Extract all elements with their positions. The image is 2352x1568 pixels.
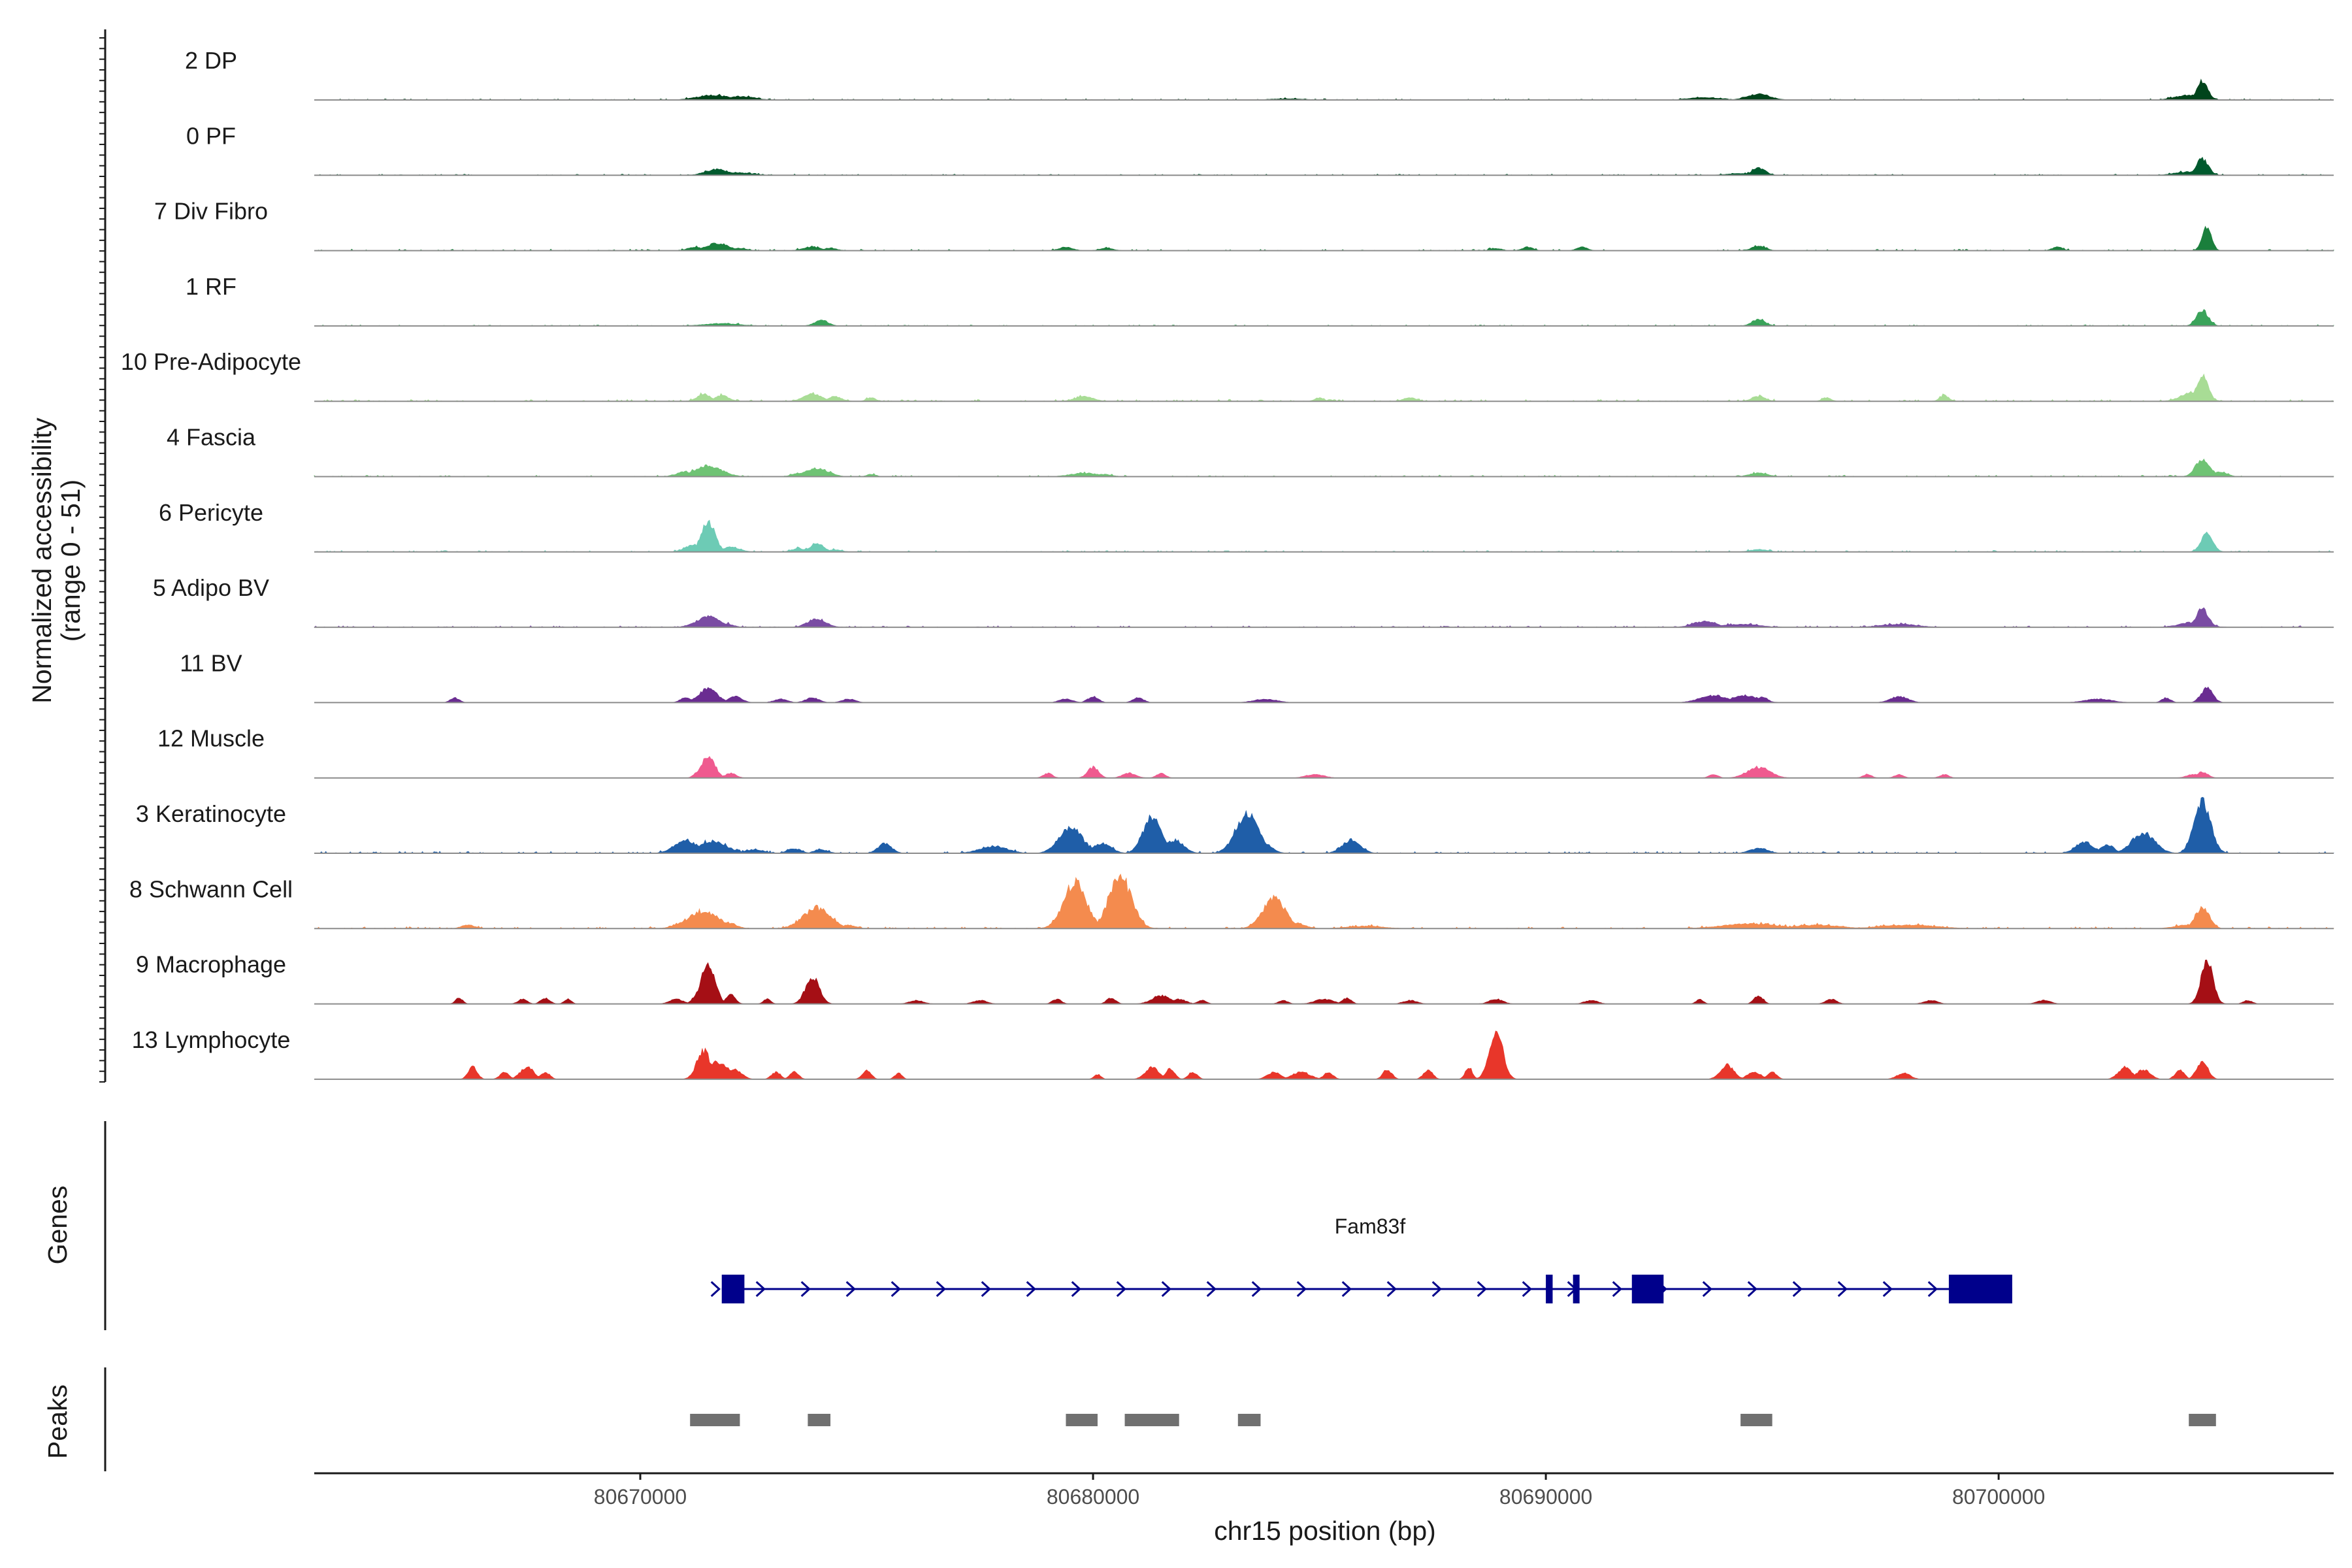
track-label: 9 Macrophage xyxy=(136,951,286,978)
track-2: 0 PF xyxy=(186,122,2334,176)
coverage-area xyxy=(314,874,2334,929)
x-tick-label: 80700000 xyxy=(1952,1485,2045,1509)
strand-arrow xyxy=(1927,1281,1938,1298)
strand-arrow xyxy=(1747,1281,1757,1298)
gene-exon xyxy=(1573,1275,1580,1303)
coverage-area xyxy=(314,1030,2334,1080)
x-tick-label: 80690000 xyxy=(1499,1485,1592,1509)
x-tick-label: 80680000 xyxy=(1047,1485,1139,1509)
peak-region xyxy=(1124,1414,1179,1426)
track-14: 13 Lymphocyte xyxy=(132,1026,2334,1080)
strand-arrow xyxy=(1837,1281,1848,1298)
coverage-area xyxy=(314,796,2334,854)
track-10: 12 Muscle xyxy=(157,725,2334,779)
gene-exon xyxy=(1948,1275,2012,1303)
strand-arrow xyxy=(755,1281,766,1298)
track-7: 6 Pericyte xyxy=(159,499,2334,553)
coverage-area xyxy=(314,78,2334,101)
track-label: 13 Lymphocyte xyxy=(132,1026,291,1053)
track-4: 1 RF xyxy=(186,273,2334,327)
y-axis xyxy=(99,29,106,1083)
coverage-area xyxy=(314,959,2334,1004)
strand-arrow xyxy=(936,1281,946,1298)
strand-arrow xyxy=(1026,1281,1036,1298)
track-label: 1 RF xyxy=(186,273,237,300)
peak-region xyxy=(2189,1414,2216,1426)
coverage-area xyxy=(314,225,2334,252)
strand-arrow xyxy=(1296,1281,1307,1298)
track-label: 10 Pre-Adipocyte xyxy=(121,348,301,375)
strand-arrow xyxy=(1386,1281,1397,1298)
track-label: 12 Muscle xyxy=(157,725,265,752)
track-8: 5 Adipo BV xyxy=(153,574,2334,629)
track-11: 3 Keratinocyte xyxy=(136,796,2334,854)
strand-arrow xyxy=(1612,1281,1622,1298)
track-13: 9 Macrophage xyxy=(136,951,2334,1005)
gene-exon xyxy=(1631,1275,1664,1303)
strand-arrow xyxy=(800,1281,811,1298)
track-3: 7 Div Fibro xyxy=(154,198,2334,252)
x-axis-title: chr15 position (bp) xyxy=(1214,1516,1436,1546)
strand-arrow xyxy=(1341,1281,1352,1298)
gene-name-label: Fam83f xyxy=(1335,1215,1406,1238)
peak-region xyxy=(1740,1414,1772,1426)
genes-panel-title: Genes xyxy=(42,1186,73,1265)
peak-region xyxy=(690,1414,740,1426)
track-label: 0 PF xyxy=(186,122,236,149)
coverage-area xyxy=(314,519,2334,553)
gene-exon xyxy=(1546,1275,1553,1303)
strand-arrow xyxy=(1206,1281,1217,1298)
track-1: 2 DP xyxy=(185,47,2334,101)
track-label: 7 Div Fibro xyxy=(154,198,268,225)
x-axis: 80670000 80680000 80690000 80700000 xyxy=(314,1472,2334,1509)
strand-arrow xyxy=(981,1281,991,1298)
coverage-tracks: 2 DP 0 PF 7 Div Fibro 1 RF 10 Pre-Adipocyte 4… xyxy=(121,47,2334,1080)
strand-arrow xyxy=(1431,1281,1442,1298)
strand-arrow xyxy=(890,1281,901,1298)
peak-region xyxy=(808,1414,831,1426)
strand-arrow xyxy=(710,1281,721,1298)
gene-exon xyxy=(721,1275,745,1303)
strand-arrow xyxy=(1477,1281,1487,1298)
track-9: 11 BV xyxy=(180,649,2334,704)
y-axis-title-line1: Normalized accessibility xyxy=(27,417,57,704)
coverage-area xyxy=(314,756,2334,778)
strand-arrow xyxy=(1882,1281,1893,1298)
track-5: 10 Pre-Adipocyte xyxy=(121,348,2334,402)
peak-region xyxy=(1066,1414,1098,1426)
track-label: 11 BV xyxy=(180,649,242,676)
coverage-area xyxy=(314,373,2334,402)
genes-panel xyxy=(104,1121,2012,1330)
peak-region xyxy=(1237,1414,1261,1426)
strand-arrow xyxy=(1116,1281,1126,1298)
track-label: 8 Schwann Cell xyxy=(129,875,293,902)
strand-arrow xyxy=(1792,1281,1803,1298)
track-label: 2 DP xyxy=(185,47,237,74)
track-label: 5 Adipo BV xyxy=(153,574,269,601)
track-label: 4 Fascia xyxy=(167,424,256,451)
coverage-area xyxy=(314,458,2334,477)
strand-arrow xyxy=(1251,1281,1262,1298)
strand-arrow xyxy=(1071,1281,1081,1298)
track-6: 4 Fascia xyxy=(167,424,2334,478)
coverage-area xyxy=(314,687,2334,703)
coverage-area xyxy=(314,309,2334,327)
y-axis-title-line2: (range 0 - 51) xyxy=(56,480,86,642)
strand-arrow xyxy=(845,1281,856,1298)
track-12: 8 Schwann Cell xyxy=(129,874,2334,930)
x-tick-label: 80670000 xyxy=(594,1485,687,1509)
track-label: 3 Keratinocyte xyxy=(136,800,286,827)
strand-arrow xyxy=(1161,1281,1171,1298)
coverage-area xyxy=(314,607,2334,628)
track-label: 6 Pericyte xyxy=(159,499,263,526)
strand-arrow xyxy=(1702,1281,1712,1298)
peaks-panel-title: Peaks xyxy=(42,1384,73,1459)
strand-arrow xyxy=(1522,1281,1532,1298)
coverage-area xyxy=(314,157,2334,176)
peaks-panel xyxy=(104,1367,2216,1471)
